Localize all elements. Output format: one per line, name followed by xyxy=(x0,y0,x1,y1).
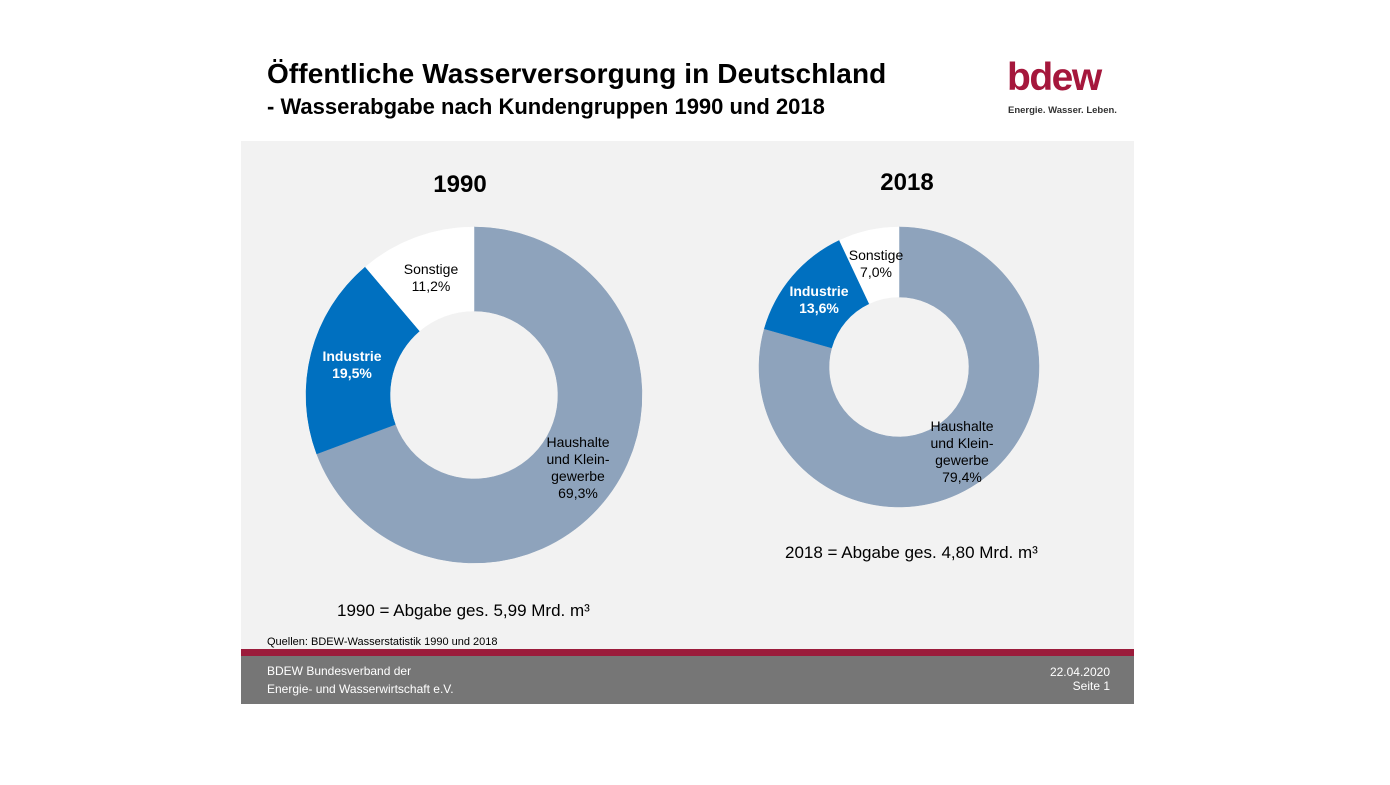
donut-slice-1990-sonstige xyxy=(364,226,475,332)
footer-page-number: Seite 1 xyxy=(1072,679,1110,693)
data-label-2018-industrie: Industrie 13,6% xyxy=(789,283,848,316)
total-label-1990: 1990 = Abgabe ges. 5,99 Mrd. m³ xyxy=(337,601,590,620)
footer: BDEW Bundesverband der Energie- und Wass… xyxy=(241,656,1134,704)
donut-slice-1990-haushalte xyxy=(316,226,643,564)
source-note: Quellen: BDEW-Wasserstatistik 1990 und 2… xyxy=(267,636,498,648)
chart-title-2018: 2018 xyxy=(880,169,934,196)
data-label-2018-sonstige: Sonstige 7,0% xyxy=(849,247,904,280)
page-title: Öffentliche Wasserversorgung in Deutschl… xyxy=(267,58,887,89)
donut-slice-2018-haushalte xyxy=(758,226,1040,508)
total-label-2018: 2018 = Abgabe ges. 4,80 Mrd. m³ xyxy=(785,543,1038,562)
data-label-1990-sonstige: Sonstige 11,2% xyxy=(404,261,459,294)
donut-slice-1990-industrie xyxy=(305,266,420,455)
data-label-2018-haushalte: Haushalte und Klein-gewerbe 79,4% xyxy=(930,418,993,485)
slide: Öffentliche Wasserversorgung in Deutschl… xyxy=(241,0,1134,785)
accent-bar xyxy=(241,649,1134,656)
donut-charts: Haushalte und Klein-gewerbe 69,3% Industrie… xyxy=(305,226,1040,564)
page-subtitle: - Wasserabgabe nach Kundengruppen 1990 u… xyxy=(267,94,825,119)
bdew-logo: bdew Energie. Wasser. Leben. xyxy=(1007,58,1117,120)
chart-panel: Haushalte und Klein-gewerbe 69,3% Industrie… xyxy=(241,141,1134,649)
footer-date: 22.04.2020 xyxy=(1049,665,1110,679)
chart-title-1990: 1990 xyxy=(433,171,487,198)
footer-org-line2: Energie- und Wasserwirtschaft e.V. xyxy=(267,682,454,696)
footer-organisation: BDEW Bundesverband der Energie- und Wass… xyxy=(267,662,454,698)
logo-tagline: Energie. Wasser. Leben. xyxy=(1008,105,1117,116)
data-label-1990-haushalte: Haushalte und Klein-gewerbe 69,3% xyxy=(546,434,609,501)
data-label-1990-industrie: Industrie 19,5% xyxy=(322,348,381,381)
footer-meta: 22.04.2020 Seite 1 xyxy=(1050,665,1110,693)
footer-org-line1: BDEW Bundesverband der xyxy=(267,664,412,678)
logo-wordmark: bdew xyxy=(1007,56,1102,99)
donut-slice-2018-sonstige xyxy=(839,226,900,304)
